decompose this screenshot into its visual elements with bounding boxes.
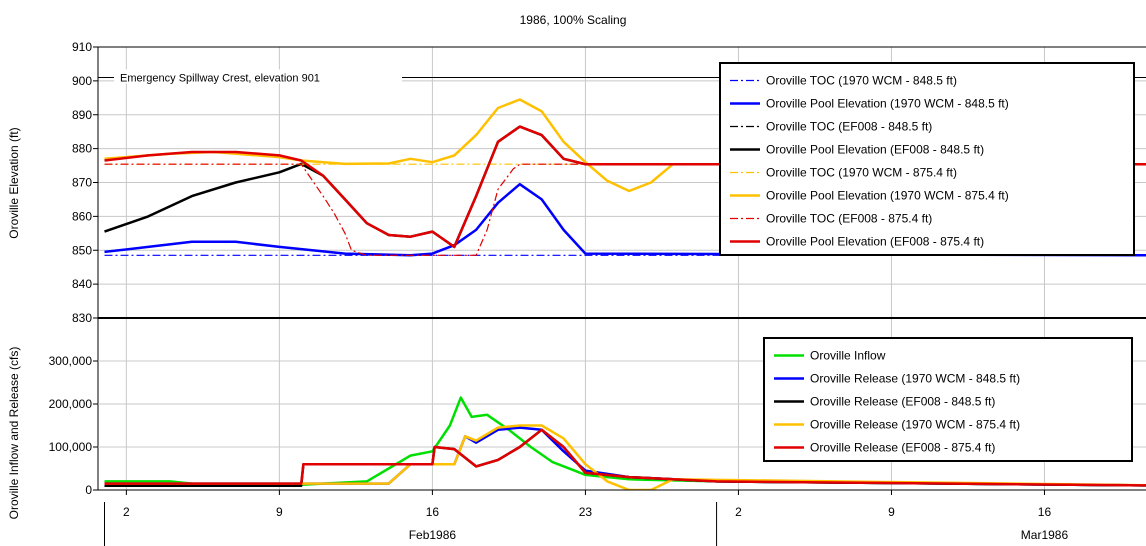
y-tick-label: 850 [72,243,92,257]
x-tick-label: 2 [735,505,742,519]
y-tick-label: 880 [72,142,92,156]
series-line-4 [104,428,1146,487]
legend-top-box [719,62,1135,256]
y-tick-label: 840 [72,277,92,291]
bottom-panel: 0 100,000 200,000 300,000 [49,354,1146,497]
y-tick-label: 900 [72,74,92,88]
month-label: Feb1986 [409,528,457,542]
x-tick-label: 9 [276,505,283,519]
top-ylabel: Oroville Elevation (ft) [7,127,21,238]
legend-bottom: Oroville Inflow Oroville Release (1970 WC… [763,337,1133,462]
bottom-ylabel: Oroville Inflow and Release (cfs) [7,347,21,520]
series-line-6 [104,163,1146,256]
y-tick-label: 300,000 [49,354,93,368]
legend-top-entry: Oroville Pool Elevation (EF008 - 848.5 f… [766,143,984,157]
legend-bottom-entry: Oroville Release (1970 WCM - 875.4 ft) [810,418,1020,432]
x-tick-label: 9 [888,505,895,519]
legend-bottom-entry: Oroville Release (EF008 - 875.4 ft) [810,441,995,455]
legend-top-entry: Oroville TOC (EF008 - 848.5 ft) [766,120,932,134]
y-tick-label: 0 [85,483,92,497]
legend-bottom-entry: Oroville Inflow [810,349,886,363]
y-tick-label: 860 [72,209,92,223]
chart-title: 1986, 100% Scaling [520,13,627,27]
y-tick-label: 200,000 [49,397,93,411]
x-tick-label: 16 [1038,505,1052,519]
series-line-7 [104,125,1146,249]
x-tick-label: 16 [426,505,440,519]
month-label: Mar1986 [1021,528,1069,542]
legend-bottom-entry: Oroville Release (1970 WCM - 848.5 ft) [810,372,1020,386]
legend-top-entry: Oroville Pool Elevation (1970 WCM - 848.… [766,97,1009,111]
series-line-1 [104,182,1146,257]
legend-top-entry: Oroville TOC (1970 WCM - 848.5 ft) [766,74,957,88]
annotation-bg [114,69,402,84]
legend-top-entry: Oroville Pool Elevation (1970 WCM - 875.… [766,189,1009,203]
annotation-label: Emergency Spillway Crest, elevation 901 [120,72,320,84]
y-tick-label: 870 [72,176,92,190]
legend-bottom-entry: Oroville Release (EF008 - 848.5 ft) [810,395,995,409]
legend-top: Oroville TOC (1970 WCM - 848.5 ft) Orovil… [719,62,1135,256]
y-tick-label: 910 [72,40,92,54]
y-tick-label: 100,000 [49,440,93,454]
x-axis: 2 9 16 23 2 9 16 Feb1986 Mar1986 [104,490,1069,546]
legend-top-entry: Oroville Pool Elevation (EF008 - 875.4 f… [766,235,984,249]
y-tick-label: 830 [72,311,92,325]
legend-top-entry: Oroville TOC (EF008 - 875.4 ft) [766,212,932,226]
x-tick-label: 2 [123,505,130,519]
y-tick-label: 890 [72,108,92,122]
legend-bottom-box [763,337,1133,462]
x-tick-label: 23 [579,505,593,519]
legend-top-entry: Oroville TOC (1970 WCM - 875.4 ft) [766,166,957,180]
